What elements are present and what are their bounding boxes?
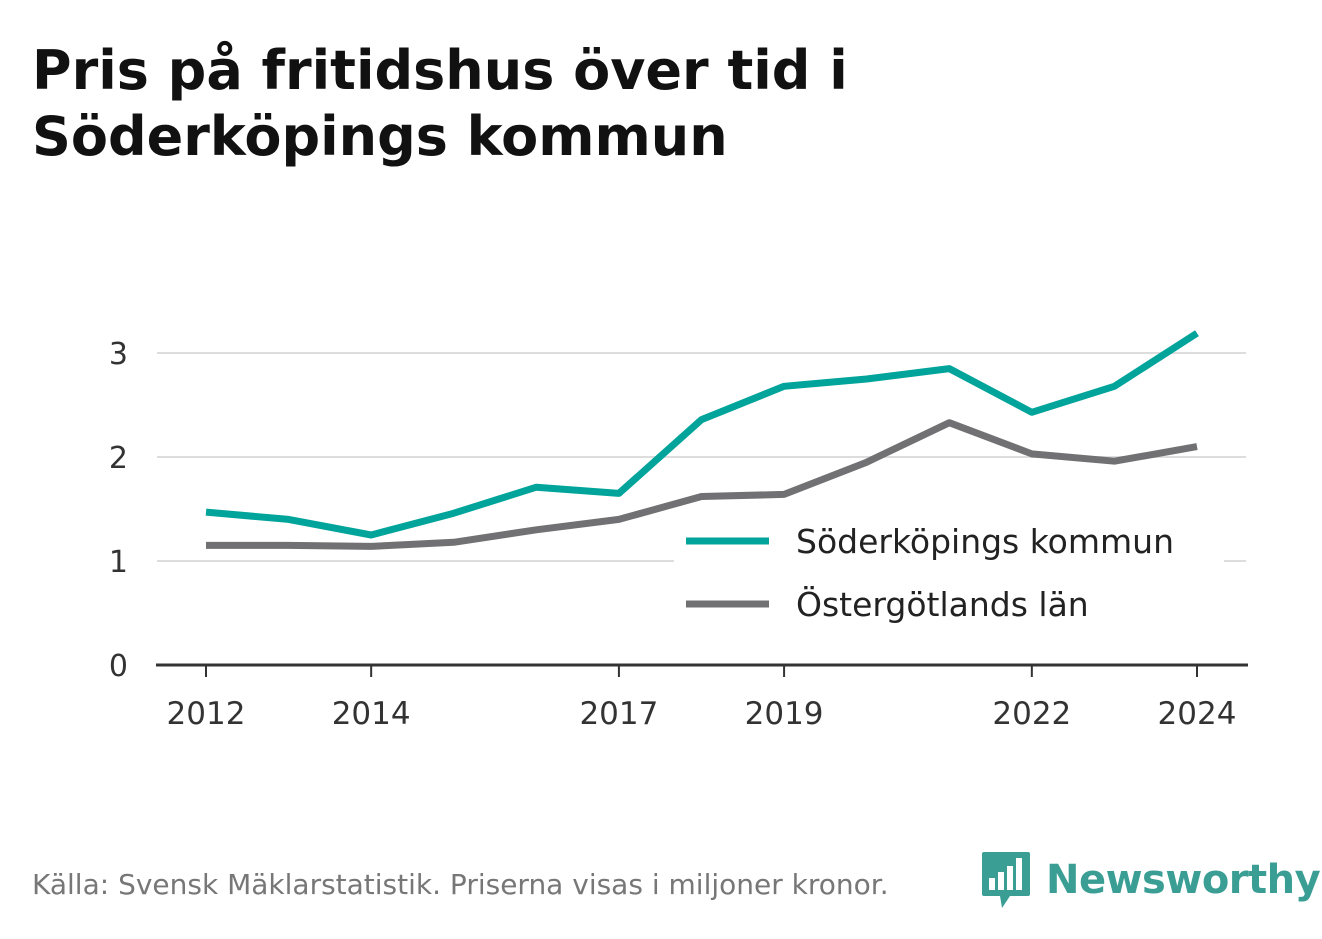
y-tick-label: 1 — [109, 545, 128, 580]
x-tick-label: 2014 — [332, 696, 411, 732]
x-tick-label: 2024 — [1158, 696, 1237, 732]
y-tick-label: 0 — [109, 649, 128, 684]
chart-title: Pris på fritidshus över tid i Söderköpin… — [32, 39, 848, 168]
bar-chart-speech-bubble-icon — [982, 852, 1030, 908]
series-lines — [205, 330, 1199, 550]
x-tick-label: 2019 — [745, 696, 824, 732]
y-axis-tick-labels: 0 1 2 3 — [109, 337, 128, 684]
legend: Söderköpings kommun Östergötlands län — [674, 512, 1224, 632]
x-tick-label: 2012 — [167, 696, 246, 732]
legend-background — [674, 512, 1224, 632]
x-tick-label: 2017 — [579, 696, 658, 732]
source-note: Källa: Svensk Mäklarstatistik. Priserna … — [32, 868, 889, 901]
y-tick-label: 2 — [109, 441, 128, 476]
newsworthy-logo: Newsworthy — [980, 850, 1321, 910]
x-axis: 2012 2014 2017 2019 2022 2024 — [156, 663, 1248, 732]
series-line — [205, 330, 1199, 539]
brand-name: Newsworthy — [1046, 857, 1321, 903]
x-tick-label: 2022 — [992, 696, 1071, 732]
series-line — [206, 419, 1198, 550]
legend-label: Söderköpings kommun — [796, 522, 1174, 561]
legend-label: Östergötlands län — [796, 584, 1089, 624]
y-tick-label: 3 — [109, 337, 128, 372]
